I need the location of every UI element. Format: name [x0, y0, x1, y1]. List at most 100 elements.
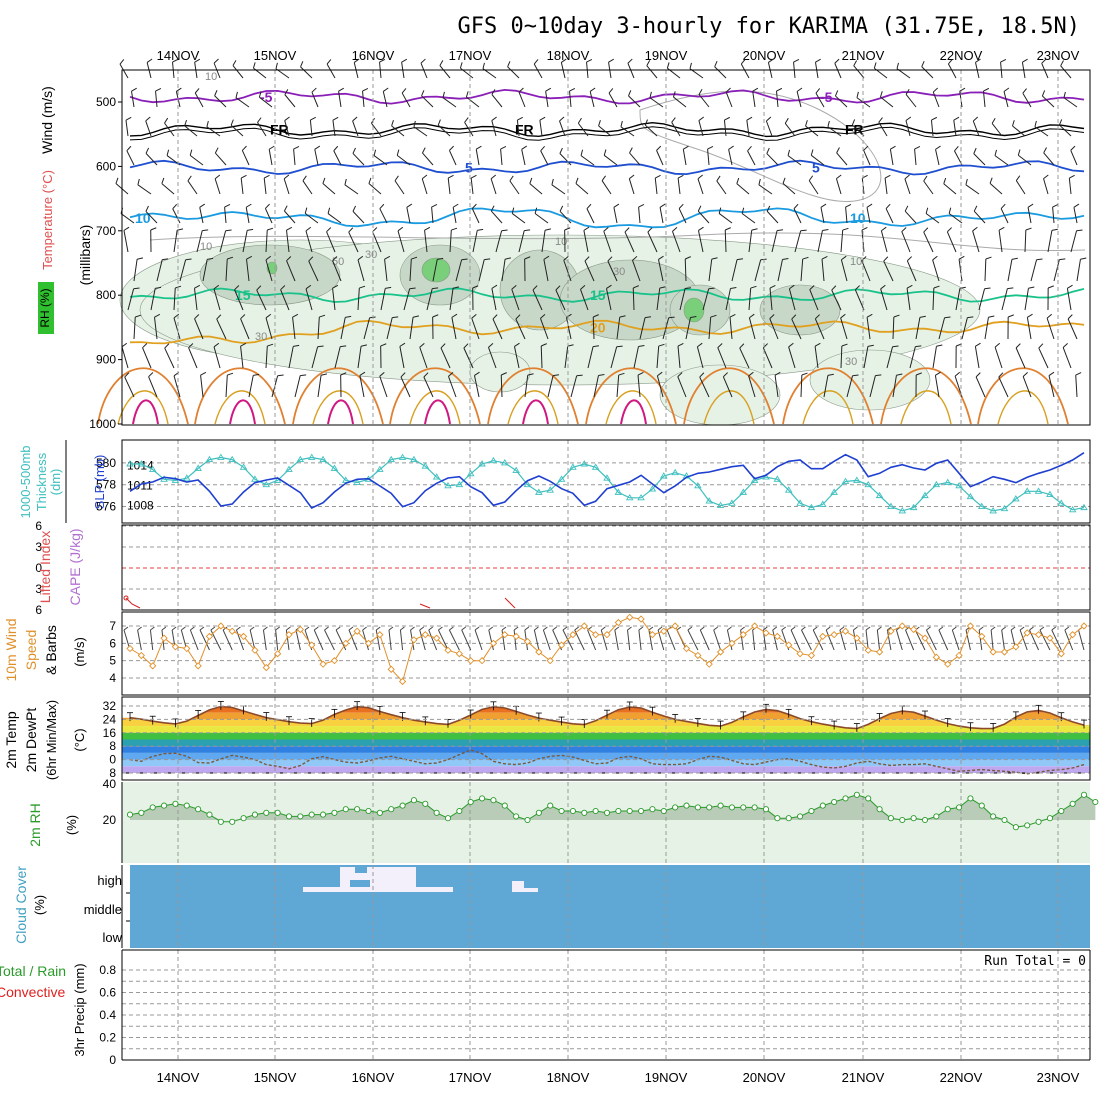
thickness-marker [1068, 505, 1077, 513]
li-tick-label: 0 [35, 561, 42, 575]
wind-barb-flag [391, 120, 394, 127]
wind-barb [741, 213, 756, 224]
wind-barb-flag [1080, 257, 1087, 260]
wind-barb-flag [614, 626, 620, 631]
pressure-tick-label: 500 [96, 95, 116, 109]
thickness-marker [194, 464, 202, 471]
wind-barb [1012, 125, 1026, 137]
wind-barb-flag [240, 174, 247, 179]
thickness-marker [376, 465, 384, 472]
wind-barb [532, 289, 543, 311]
wind-barb-flag [632, 255, 638, 261]
wind-barb-flag [629, 174, 635, 180]
wind-barb-flag [569, 87, 576, 92]
wind-barb [513, 629, 517, 651]
wind-barb-flag [397, 226, 404, 232]
wind-barb-flag [677, 342, 684, 347]
wind-barb [335, 629, 347, 651]
wind-barb [810, 154, 825, 166]
wind-barb [739, 347, 750, 369]
wind-barb-flag [310, 116, 316, 121]
wind-speed-marker [228, 627, 236, 635]
wind-barb-flag [815, 314, 821, 320]
wind-barb-flag [501, 372, 507, 376]
wind-barb-flag [490, 205, 495, 212]
isotherm-label: FR [845, 122, 864, 138]
rh-marker [842, 795, 849, 802]
wind-barb-flag [708, 287, 715, 290]
rh-marker [797, 813, 804, 820]
wind-barb [216, 318, 227, 340]
wind-tick-label: 6 [109, 636, 116, 650]
wind-barb-flag [831, 285, 837, 291]
wind-barb-flag [808, 175, 814, 181]
wind-speed-marker [807, 651, 816, 660]
wind-barb-flag [1041, 58, 1047, 64]
wind-barb-flag [762, 626, 768, 631]
wind-barb-flag [1063, 91, 1066, 98]
rh-marker [887, 815, 894, 822]
wind-barb-flag [280, 285, 286, 291]
wind-barb [932, 259, 940, 282]
wind-barb-flag [881, 226, 887, 232]
wind-barb [796, 91, 802, 108]
precip-tick-label: 0.2 [99, 1031, 116, 1045]
wind-barb [371, 122, 382, 137]
wind-barb-flag [491, 89, 496, 95]
wind-speed-marker [592, 631, 600, 639]
wind-barb-flag [935, 371, 941, 376]
wind-barb-flag [210, 626, 216, 631]
wind-barb-flag [887, 626, 892, 631]
wind-barb [935, 149, 940, 166]
wind-barb-flag [471, 313, 477, 319]
wind-barb [1019, 629, 1028, 651]
wind-barb-flag [998, 372, 1004, 378]
wind-barb [886, 629, 892, 651]
wind-barb [495, 230, 503, 253]
thickness-marker [137, 460, 146, 467]
wind-barb [886, 346, 894, 369]
wind-barb-flag [199, 626, 205, 631]
rh-contour-label: 10 [205, 71, 217, 83]
wind-barb-flag [187, 175, 192, 182]
wind-speed-marker [342, 639, 350, 647]
wind-speed-marker [637, 615, 645, 623]
wind-barb-flag [488, 626, 494, 631]
wind-barb-flag [235, 91, 238, 98]
wind-barb-flag [700, 626, 705, 631]
top-date-label: 19NOV [645, 48, 688, 63]
wind-barb-flag [490, 174, 497, 180]
rh-marker [1069, 800, 1076, 807]
wind-barb-flag [958, 255, 965, 260]
wind-barb-flag [176, 87, 182, 92]
wind-barb-flag [873, 62, 877, 69]
wind-barb-flag [383, 87, 389, 92]
wind-barb-flag [678, 203, 684, 209]
cloud-level-label: middle [84, 902, 122, 917]
wind-barb-flag [926, 626, 931, 631]
wind-barb-flag [344, 178, 347, 185]
wind-barb-flag [672, 226, 678, 232]
wind-barb-flag [265, 313, 272, 319]
wind-barb-flag [836, 174, 842, 180]
warm-contour [389, 367, 481, 425]
wind-barb-flag [399, 342, 406, 347]
wind-barb [214, 95, 227, 108]
wind-barb [225, 259, 228, 282]
wind-barb [605, 288, 612, 311]
wind-barb-flag [333, 145, 339, 152]
wind-barb-flag [671, 117, 676, 123]
wind-barb-flag [638, 626, 644, 631]
hot-contour [229, 399, 256, 425]
wind-barb-flag [428, 626, 434, 631]
wind-barb-flag [689, 62, 692, 69]
wind-barb-flag [177, 228, 184, 231]
wind-barb [608, 92, 618, 108]
wind-barb [357, 288, 360, 311]
wind-barb-flag [465, 91, 469, 98]
wind-barb [156, 259, 163, 282]
wind-barb-flag [905, 626, 910, 631]
wind-barb-flag [845, 203, 852, 208]
wind-barb [649, 97, 664, 108]
wind-barb-flag [1000, 203, 1006, 209]
